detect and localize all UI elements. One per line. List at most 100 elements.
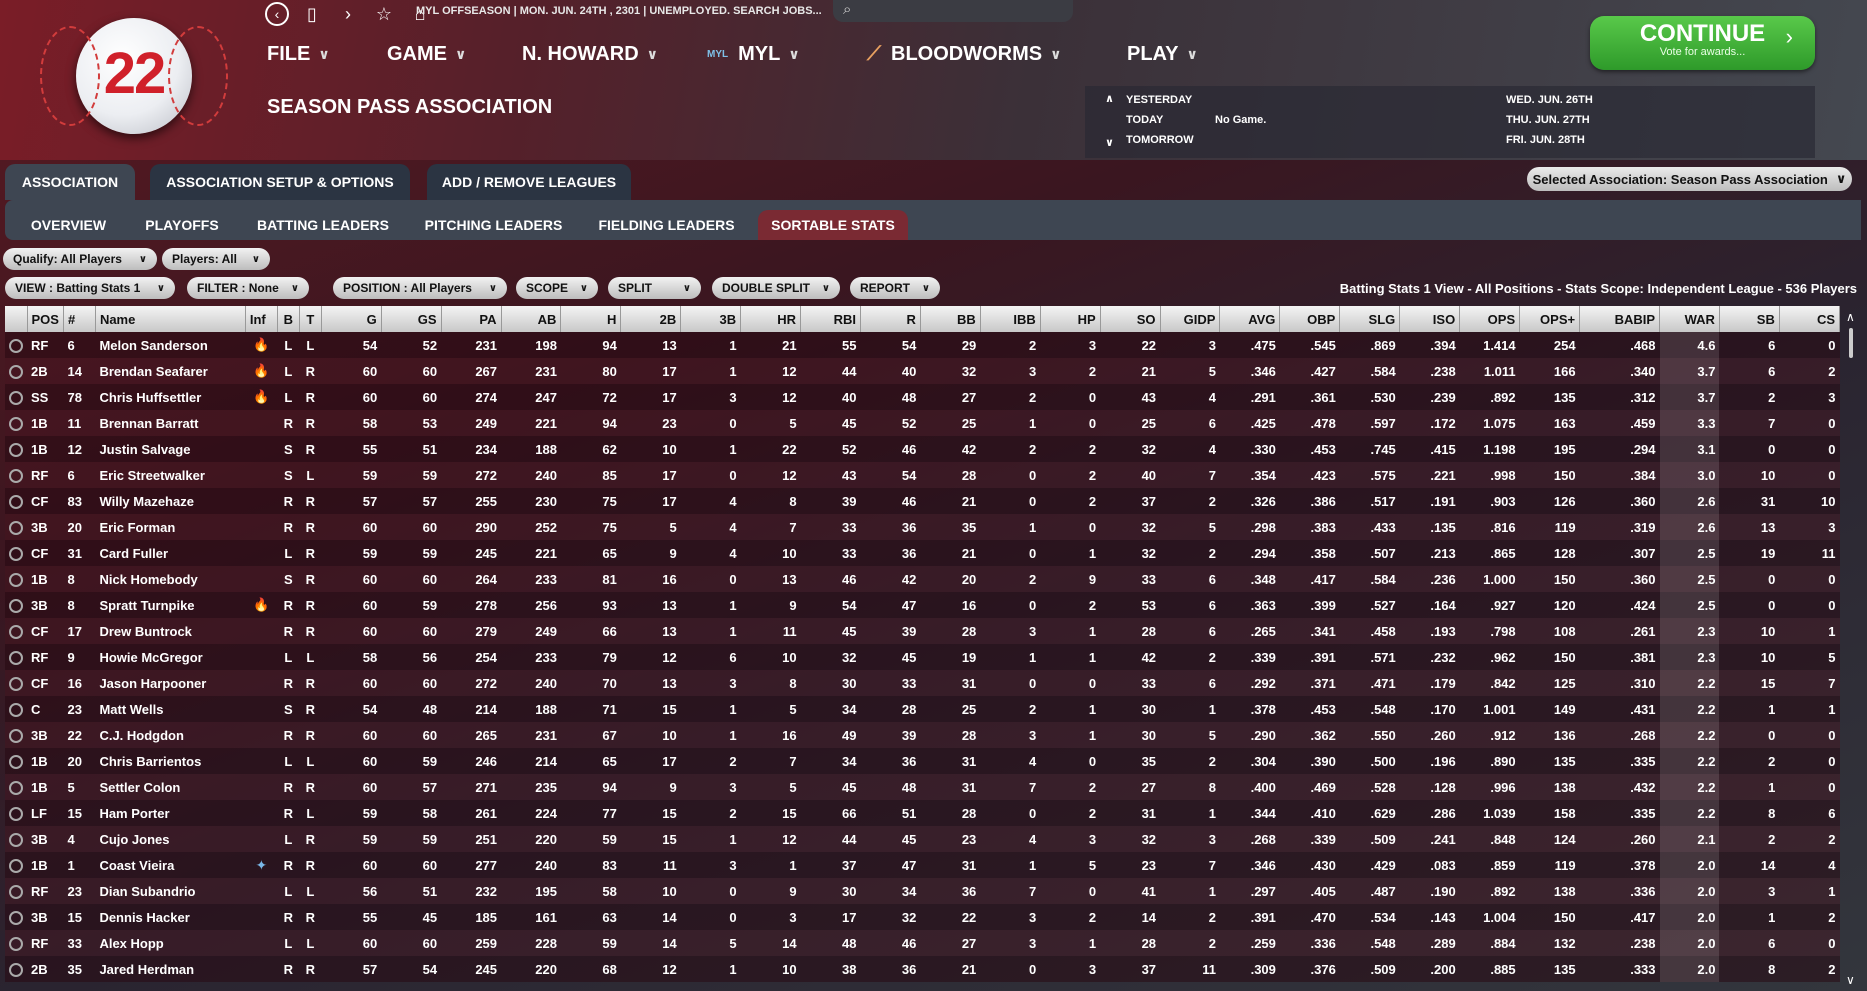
- column-header-h[interactable]: H: [560, 306, 622, 332]
- row-select-radio[interactable]: [5, 748, 27, 774]
- table-row[interactable]: RF 33 Alex Hopp L L 60 60 259 228 59 14 5 14 48 46 27 3 1…: [5, 930, 1840, 956]
- row-select-radio[interactable]: [5, 826, 27, 852]
- table-row[interactable]: 1B 5 Settler Colon R R 60 57 271 235 94 9 3 5 45 48 31 7…: [5, 774, 1840, 800]
- table-row[interactable]: LF 15 Ham Porter R L 59 58 261 224 77 15 2 15 66 51 28 0…: [5, 800, 1840, 826]
- cell-name[interactable]: Howie McGregor: [99, 649, 203, 665]
- column-header-hr[interactable]: HR: [740, 306, 802, 332]
- subtab-playoffs[interactable]: PLAYOFFS: [145, 217, 219, 233]
- column-header-b[interactable]: B: [277, 306, 300, 332]
- up-arrow-icon[interactable]: ∧: [1105, 93, 1114, 105]
- cell-name[interactable]: Chris Huffsettler: [99, 389, 202, 405]
- column-header-pa[interactable]: PA: [441, 306, 502, 332]
- row-select-radio[interactable]: [5, 878, 27, 904]
- cell-name[interactable]: Drew Buntrock: [99, 623, 192, 639]
- cell-name[interactable]: Ham Porter: [99, 805, 170, 821]
- column-header-inf[interactable]: Inf: [245, 306, 278, 332]
- column-header-r[interactable]: R: [860, 306, 921, 332]
- cell-name[interactable]: Dennis Hacker: [99, 909, 190, 925]
- row-select-radio[interactable]: [5, 800, 27, 826]
- report-dropdown[interactable]: REPORT ∨: [850, 277, 940, 299]
- table-row[interactable]: RF 6 Eric Streetwalker S L 59 59 272 240 85 17 0 12 4…: [5, 462, 1840, 488]
- table-row[interactable]: 1B 8 Nick Homebody S R 60 60 264 233 81 16 0 13 46 42 2…: [5, 566, 1840, 592]
- table-row[interactable]: CF 83 Willy Mazehaze R R 57 57 255 230 75 17 4 8 39 46…: [5, 488, 1840, 514]
- row-select-radio[interactable]: [5, 488, 27, 514]
- cell-name[interactable]: Justin Salvage: [99, 441, 191, 457]
- column-header-slg[interactable]: SLG: [1339, 306, 1401, 332]
- table-row[interactable]: 1B 11 Brennan Barratt R R 58 53 249 221 94 23 0 5 45 5…: [5, 410, 1840, 436]
- table-row[interactable]: RF 9 Howie McGregor L L 58 56 254 233 79 12 6 10 32 45…: [5, 644, 1840, 670]
- cell-name[interactable]: Eric Forman: [99, 519, 176, 535]
- scroll-up-icon[interactable]: ∧: [1846, 310, 1855, 324]
- view-dropdown[interactable]: VIEW : Batting Stats 1 ∨: [5, 277, 175, 299]
- subtab-fielding-leaders[interactable]: FIELDING LEADERS: [598, 217, 735, 233]
- row-select-radio[interactable]: [5, 566, 27, 592]
- row-select-radio[interactable]: [5, 592, 27, 618]
- page-icon[interactable]: ▯: [307, 3, 317, 24]
- table-row[interactable]: C 23 Matt Wells S R 54 48 214 188 71 15 1 5 34 28 25 2 1 3…: [5, 696, 1840, 722]
- filter-dropdown[interactable]: FILTER : None ∨: [187, 277, 309, 299]
- table-row[interactable]: 1B 20 Chris Barrientos L L 60 59 246 214 65 17 2 7 34…: [5, 748, 1840, 774]
- row-select-radio[interactable]: [5, 670, 27, 696]
- table-row[interactable]: 3B 22 C.J. Hodgdon R R 60 60 265 231 67 10 1 16 49 39 2…: [5, 722, 1840, 748]
- back-icon[interactable]: ‹: [265, 2, 289, 26]
- column-header-gs[interactable]: GS: [381, 306, 442, 332]
- players-dropdown[interactable]: Players: All ∨: [162, 248, 270, 270]
- column-header-avg[interactable]: AVG: [1219, 306, 1281, 332]
- scrollbar[interactable]: ∧ ∨: [1843, 306, 1861, 991]
- row-select-radio[interactable]: [5, 332, 27, 358]
- cell-name[interactable]: Chris Barrientos: [99, 753, 202, 769]
- qualify-dropdown[interactable]: Qualify: All Players ∨: [3, 248, 157, 270]
- column-header-name[interactable]: Name: [95, 306, 246, 332]
- table-row[interactable]: CF 17 Drew Buntrock R R 60 60 279 249 66 13 1 11 45 39…: [5, 618, 1840, 644]
- column-header-hp[interactable]: HP: [1040, 306, 1101, 332]
- column-header--[interactable]: #: [63, 306, 96, 332]
- column-header-war[interactable]: WAR: [1659, 306, 1720, 332]
- row-select-radio[interactable]: [5, 644, 27, 670]
- row-select-radio[interactable]: [5, 774, 27, 800]
- row-select-radio[interactable]: [5, 956, 27, 982]
- row-select-radio[interactable]: [5, 930, 27, 956]
- row-select-radio[interactable]: [5, 436, 27, 462]
- cell-name[interactable]: Nick Homebody: [99, 571, 198, 587]
- cell-name[interactable]: Jared Herdman: [99, 961, 195, 977]
- column-header-ibb[interactable]: IBB: [980, 306, 1041, 332]
- scroll-down-icon[interactable]: ∨: [1846, 973, 1855, 987]
- double-split-dropdown[interactable]: DOUBLE SPLIT ∨: [712, 277, 840, 299]
- table-row[interactable]: CF 31 Card Fuller L R 59 59 245 221 65 9 4 10 33 36 21 0…: [5, 540, 1840, 566]
- menu-file[interactable]: FILE ∨: [267, 43, 330, 65]
- scope-dropdown[interactable]: SCOPE ∨: [516, 277, 598, 299]
- table-row[interactable]: 3B 15 Dennis Hacker R R 55 45 185 161 63 14 0 3 17 32 2…: [5, 904, 1840, 930]
- cell-name[interactable]: Brendan Seafarer: [99, 363, 208, 379]
- scroll-thumb[interactable]: [1849, 328, 1853, 358]
- column-header-so[interactable]: SO: [1100, 306, 1161, 332]
- table-row[interactable]: CF 16 Jason Harpooner R R 60 60 272 240 70 13 3 8 30 3…: [5, 670, 1840, 696]
- table-row[interactable]: RF 6 Melon Sanderson 🔥 L L 54 52 231 198 94 13 1 21 55…: [5, 332, 1840, 358]
- split-dropdown[interactable]: SPLIT ∨: [608, 277, 701, 299]
- cell-name[interactable]: Jason Harpooner: [99, 675, 207, 691]
- home-icon[interactable]: ⌂: [414, 3, 426, 24]
- cell-name[interactable]: Card Fuller: [99, 545, 169, 561]
- table-row[interactable]: RF 23 Dian Subandrio L L 56 51 232 195 58 10 0 9 30 34…: [5, 878, 1840, 904]
- tab-association[interactable]: ASSOCIATION: [5, 164, 135, 200]
- table-row[interactable]: 3B 4 Cujo Jones L R 59 59 251 220 59 15 1 12 44 45 23 4 3…: [5, 826, 1840, 852]
- column-header-sb[interactable]: SB: [1719, 306, 1780, 332]
- cell-name[interactable]: Dian Subandrio: [99, 883, 196, 899]
- cell-name[interactable]: Melon Sanderson: [99, 337, 208, 353]
- star-icon[interactable]: ☆: [375, 3, 393, 24]
- row-select-radio[interactable]: [5, 722, 27, 748]
- table-row[interactable]: 1B 1 Coast Vieira ✦ R R 60 60 277 240 83 11 3 1 37 47 31…: [5, 852, 1840, 878]
- row-select-radio[interactable]: [5, 618, 27, 644]
- row-select-radio[interactable]: [5, 358, 27, 384]
- table-row[interactable]: 2B 35 Jared Herdman R R 57 54 245 220 68 12 1 10 38 36…: [5, 956, 1840, 982]
- column-header-rbi[interactable]: RBI: [800, 306, 861, 332]
- table-row[interactable]: 3B 20 Eric Forman R R 60 60 290 252 75 5 4 7 33 36 35 1 0…: [5, 514, 1840, 540]
- forward-icon[interactable]: ›: [345, 3, 351, 24]
- cell-name[interactable]: Eric Streetwalker: [99, 467, 205, 483]
- table-row[interactable]: 2B 14 Brendan Seafarer 🔥 L R 60 60 267 231 80 17 1 12…: [5, 358, 1840, 384]
- column-header-g[interactable]: G: [321, 306, 382, 332]
- menu-team[interactable]: ⟋ BLOODWORMS ∨: [867, 43, 1062, 65]
- column-header-cs[interactable]: CS: [1779, 306, 1841, 332]
- row-select-radio[interactable]: [5, 904, 27, 930]
- subtab-overview[interactable]: OVERVIEW: [30, 217, 107, 233]
- cell-name[interactable]: Matt Wells: [99, 701, 164, 717]
